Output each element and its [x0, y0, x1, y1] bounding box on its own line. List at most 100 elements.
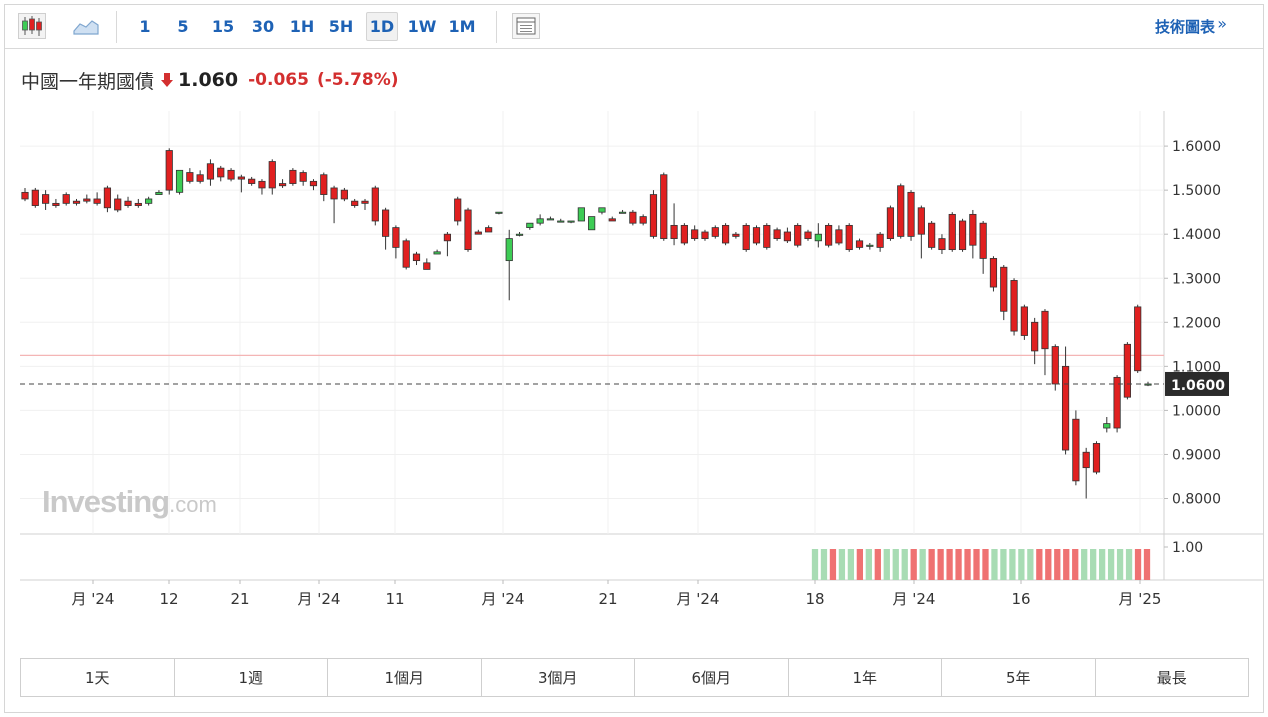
logo-brand: Investing [42, 484, 170, 519]
candle [536, 214, 544, 226]
candle [248, 176, 256, 186]
candle-body [783, 231, 791, 242]
range-1m[interactable]: 1個月 [328, 659, 482, 696]
volume-bar [1063, 549, 1070, 580]
candle-body [52, 202, 60, 206]
candle-body [948, 213, 956, 251]
range-1w[interactable]: 1週 [175, 659, 328, 696]
candle-body [31, 189, 39, 206]
candle [1092, 441, 1101, 475]
candle-body [454, 198, 462, 222]
volume-bar [1036, 549, 1043, 580]
x-tick-label: 月 '24 [677, 590, 720, 608]
price-chart[interactable]: 月 '24 12 21 月 '24 11 月 '24 21 月 '24 18 月 '24 16 月 '… [5, 5, 1263, 645]
candle [691, 225, 699, 241]
interval-1m[interactable]: 1M [448, 17, 476, 36]
candle [567, 220, 575, 224]
x-tick-label: 月 '24 [893, 590, 936, 608]
area-chart-icon[interactable] [71, 12, 101, 40]
candle [907, 190, 915, 241]
candle [680, 223, 688, 246]
candle [278, 179, 287, 188]
candle [701, 229, 709, 241]
candle-body [629, 211, 637, 224]
volume-bar [865, 549, 872, 580]
indicator-panel-icon[interactable] [511, 12, 541, 40]
range-3m[interactable]: 3個月 [482, 659, 635, 696]
candle-body [114, 198, 122, 211]
candle [454, 196, 462, 226]
candle-body [1061, 365, 1070, 451]
candle [783, 227, 791, 244]
candle-body [1134, 306, 1142, 372]
candle-body [608, 218, 616, 222]
candle [433, 249, 441, 255]
candle-body [278, 183, 287, 187]
candle [1123, 342, 1131, 400]
interval-1d[interactable]: 1D [366, 12, 398, 41]
candlestick-icon[interactable] [17, 12, 47, 40]
technical-chart-link[interactable]: 技術圖表 [1154, 18, 1215, 36]
y-tick-label: 1.1000 [1172, 359, 1221, 375]
candle-body [443, 233, 452, 242]
interval-5h[interactable]: 5H [328, 17, 354, 36]
volume-bar [1054, 549, 1061, 580]
candle [134, 198, 142, 208]
candle [763, 223, 771, 250]
candle-body [1041, 310, 1049, 350]
x-tick-label: 21 [230, 590, 249, 608]
candle [711, 225, 719, 239]
volume-bar [991, 549, 998, 580]
candle [825, 223, 833, 248]
candle-body [175, 169, 184, 193]
candle-body [1113, 376, 1121, 429]
quote-header: 中國一年期國債 1.060 -0.065 (-5.78%) [21, 65, 407, 95]
interval-1[interactable]: 1 [139, 17, 151, 36]
candle-body [1051, 346, 1059, 385]
candle-body [42, 194, 50, 204]
volume-bar [883, 549, 890, 580]
candle [93, 192, 101, 206]
candle [402, 238, 410, 270]
interval-1w[interactable]: 1W [407, 17, 437, 36]
candle-body [577, 207, 585, 222]
candle [742, 223, 750, 252]
candle [814, 223, 822, 248]
volume-bar [1045, 549, 1052, 580]
time-range-selector: 1天 1週 1個月 3個月 6個月 1年 5年 最長 [20, 658, 1249, 697]
candle [649, 190, 658, 239]
range-1d[interactable]: 1天 [21, 659, 175, 696]
candle [989, 256, 998, 292]
candle [505, 229, 513, 301]
volume-bar [820, 549, 828, 580]
candle-body [773, 229, 781, 240]
interval-5[interactable]: 5 [177, 17, 189, 36]
interval-1h[interactable]: 1H [289, 17, 315, 36]
x-tick-label: 11 [385, 590, 404, 608]
interval-15[interactable]: 15 [211, 17, 235, 36]
candle-body [938, 238, 946, 251]
candle-body [1072, 418, 1080, 482]
volume-axis-label: 1.00 [1172, 540, 1203, 556]
interval-30[interactable]: 30 [251, 17, 275, 36]
x-tick-label: 月 '24 [482, 590, 525, 608]
candle-body [1000, 266, 1008, 312]
candle-body [701, 231, 709, 240]
candle-body [412, 253, 421, 262]
candle [958, 218, 967, 252]
candle-body [835, 229, 843, 244]
candle-body [598, 207, 606, 213]
volume-bar [964, 549, 971, 580]
candle [618, 209, 627, 214]
candle [546, 216, 555, 221]
range-max[interactable]: 最長 [1156, 669, 1187, 687]
range-6m[interactable]: 6個月 [635, 659, 789, 696]
range-5y[interactable]: 5年 [942, 659, 1096, 696]
candle-body [588, 216, 596, 231]
candle-body [155, 191, 163, 195]
candle-body [124, 200, 132, 206]
range-1y[interactable]: 1年 [789, 659, 942, 696]
candle-body [423, 262, 431, 270]
candle-body [289, 169, 297, 184]
candle [732, 231, 740, 239]
